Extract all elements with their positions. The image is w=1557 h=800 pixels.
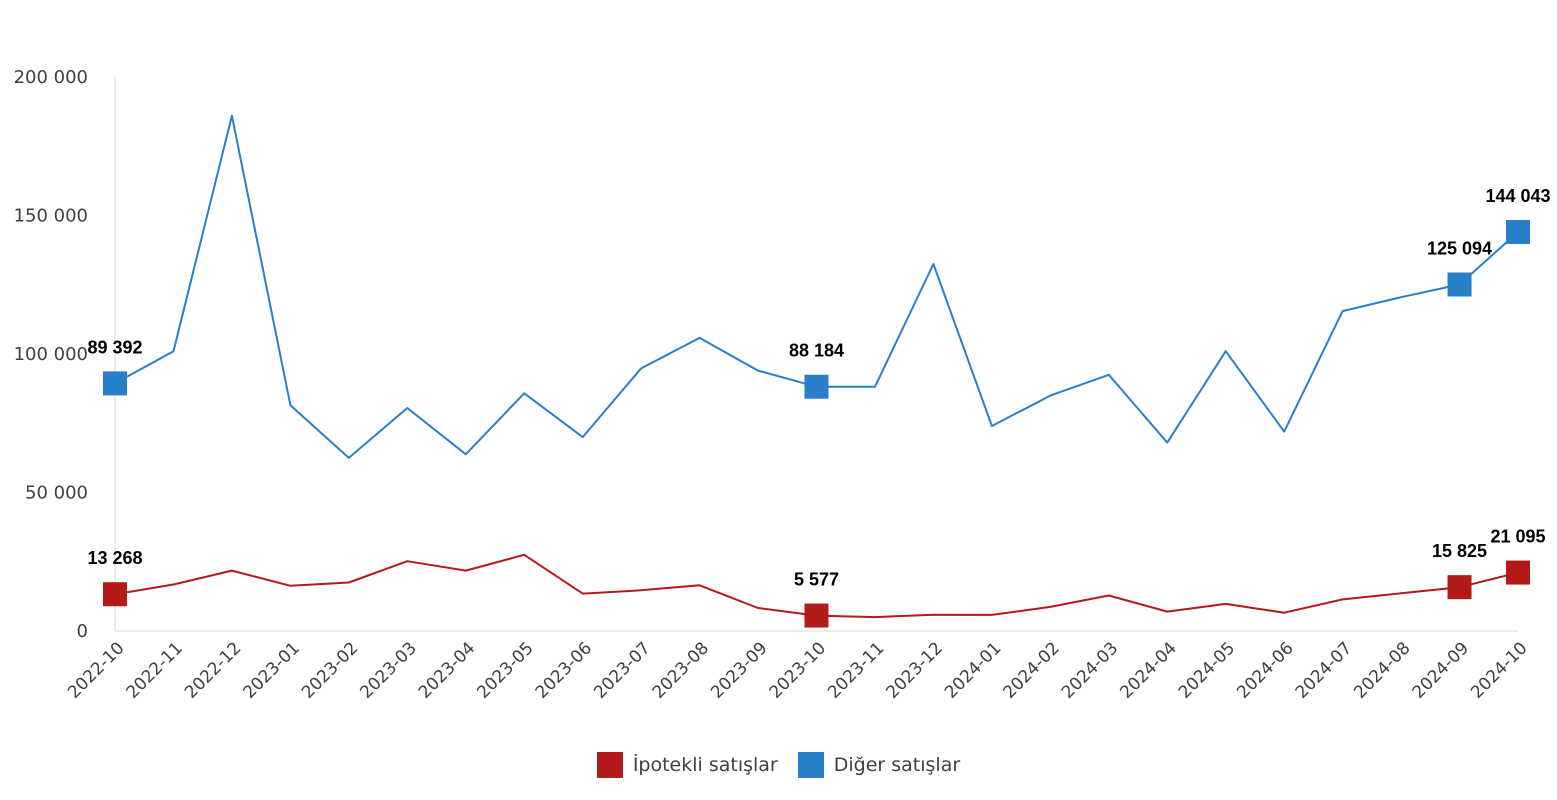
x-tick-label: 2023-03 [356,638,420,702]
x-tick-label: 2023-05 [473,638,537,702]
x-tick-label: 2024-09 [1409,638,1473,702]
data-label: 88 184 [789,341,844,361]
legend-label-diger: Diğer satışlar [833,754,961,776]
legend-swatch-ipotekli [596,752,623,778]
data-marker [1506,220,1530,245]
data-label: 89 392 [87,337,142,357]
legend-item-diger[interactable]: Diğer satışlar [797,752,961,778]
x-tick-label: 2023-07 [590,638,654,702]
data-label: 144 043 [1485,186,1550,206]
x-tick-label: 2023-11 [824,638,888,702]
x-tick-label: 2023-12 [883,638,947,702]
data-marker [1506,560,1530,585]
y-tick-label: 50 000 [25,483,88,504]
x-tick-label: 2023-02 [298,638,362,702]
x-tick-label: 2022-10 [64,638,128,702]
data-marker [103,371,127,396]
x-tick-label: 2024-08 [1350,638,1414,702]
data-marker [1447,272,1472,297]
data-label: 125 094 [1427,238,1492,258]
data-label: 21 095 [1490,527,1545,547]
legend-label-ipotekli: İpotekli satışlar [632,754,778,776]
legend: İpotekli satışlar Diğer satışlar [0,752,1557,778]
x-tick-label: 2023-09 [707,638,771,702]
x-tick-label: 2023-04 [415,638,479,702]
x-tick-label: 2024-07 [1292,638,1356,702]
x-tick-label: 2024-02 [1000,638,1064,702]
x-tick-label: 2023-01 [240,638,304,702]
y-tick-label: 100 000 [14,344,88,365]
legend-item-ipotekli[interactable]: İpotekli satışlar [596,752,778,778]
x-tick-label: 2023-08 [649,638,713,702]
x-tick-label: 2024-03 [1058,638,1122,702]
y-tick-label: 0 [77,621,88,642]
y-tick-label: 200 000 [14,67,88,88]
data-marker [804,603,829,628]
y-tick-label: 150 000 [14,206,88,227]
data-marker [804,374,829,399]
x-tick-label: 2024-05 [1175,638,1239,702]
data-label: 5 577 [794,570,839,590]
x-tick-label: 2023-06 [532,638,596,702]
x-tick-label: 2024-06 [1233,638,1297,702]
data-marker [103,582,127,607]
legend-swatch-diger [797,752,824,778]
x-tick-label: 2022-12 [181,638,245,702]
series-line-1 [114,114,1519,459]
data-label: 13 268 [87,548,142,568]
data-marker [1447,575,1472,600]
x-tick-label: 2022-11 [123,638,187,702]
x-tick-label: 2024-04 [1116,638,1180,702]
x-tick-label: 2024-01 [941,638,1005,702]
data-label: 15 825 [1432,541,1487,561]
x-tick-label: 2023-10 [766,638,830,702]
x-tick-label: 2024-10 [1467,638,1531,702]
